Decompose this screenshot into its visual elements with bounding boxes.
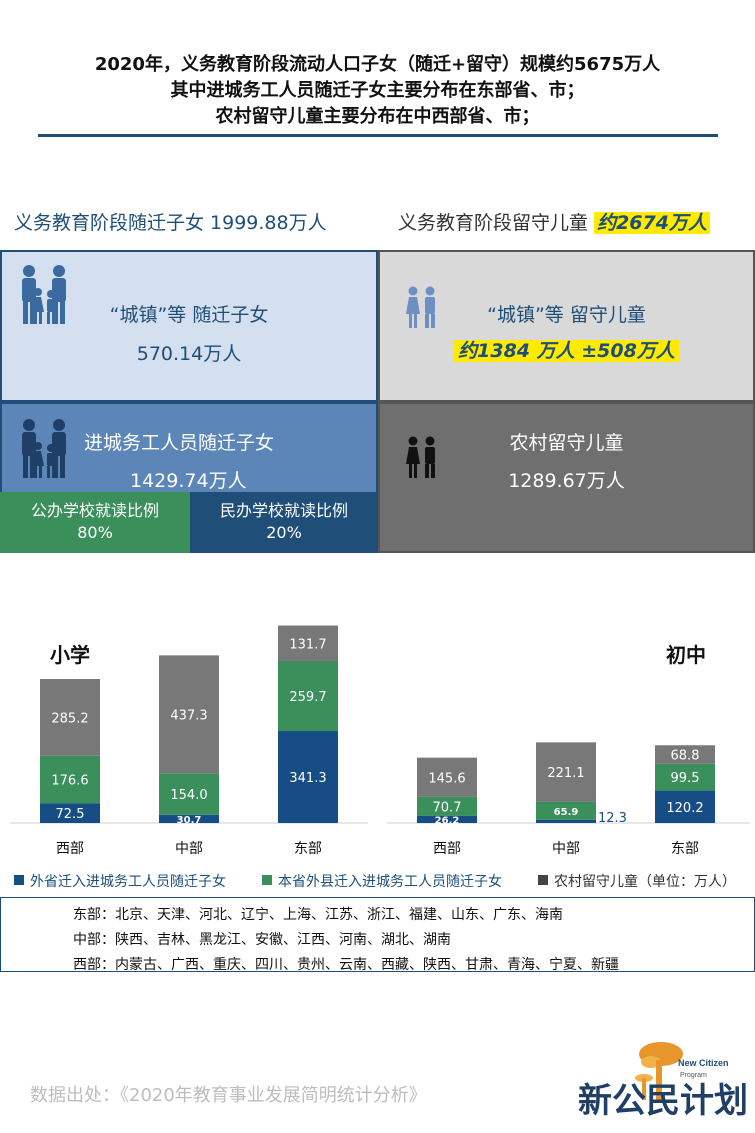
title-divider bbox=[38, 134, 718, 137]
bar-segment bbox=[159, 773, 219, 815]
children-icon bbox=[406, 286, 435, 328]
private-school-ratio: 民办学校就读比例 20% bbox=[190, 492, 378, 553]
region-west: 西部：内蒙古、广西、重庆、四川、贵州、云南、西藏、陕西、甘肃、青海、宁夏、新疆 bbox=[73, 957, 619, 973]
title-line-3: 农村留守儿童主要分布在中西部省、市； bbox=[215, 106, 540, 127]
bar-segment bbox=[655, 763, 715, 791]
bar-segment bbox=[417, 796, 477, 816]
worker-migrant-label: 进城务工人员随迁子女 bbox=[84, 432, 275, 454]
bar-segment bbox=[40, 755, 100, 804]
data-label: 437.3 bbox=[170, 708, 207, 723]
bar-segment bbox=[655, 790, 715, 823]
data-label: 259.7 bbox=[289, 690, 326, 705]
urban-leftbehind-box: “城镇”等 留守儿童 约1384 万人 ±508万人 bbox=[378, 250, 755, 402]
bar-segment bbox=[40, 803, 100, 823]
data-label: 131.7 bbox=[289, 637, 326, 652]
category-label: 西部 bbox=[433, 841, 461, 857]
urban-leftbehind-label: “城镇”等 留守儿童 bbox=[487, 304, 646, 326]
region-definitions: 东部：北京、天津、河北、辽宁、上海、江苏、浙江、福建、山东、广东、海南 中部：陕… bbox=[0, 897, 755, 973]
bar-segment bbox=[536, 742, 596, 802]
data-label: 65.9 bbox=[554, 807, 579, 818]
data-label: 99.5 bbox=[671, 771, 700, 786]
stacked-bar-charts: 小学 72.5 176.6 285.2 西部 30.7 154.0 437.3 中部 341.3 2… bbox=[10, 625, 750, 857]
urban-leftbehind-value-wrap: 约1384 万人 ±508万人 bbox=[380, 336, 753, 363]
migrant-heading: 义务教育阶段随迁子女 1999.88万人 bbox=[14, 212, 327, 234]
rural-leftbehind-value: 1289.67万人 bbox=[508, 470, 625, 492]
legend-left-behind: 农村留守儿童（单位：万人） bbox=[538, 871, 736, 891]
public-school-label: 公办学校就读比例 bbox=[30, 501, 159, 520]
data-label: 341.3 bbox=[289, 771, 326, 786]
title-line-2: 其中进城务工人员随迁子女主要分布在东部省、市； bbox=[170, 80, 585, 101]
bar-segment bbox=[159, 655, 219, 774]
urban-leftbehind-value: 约1384 万人 ±508万人 bbox=[454, 340, 679, 362]
legend-swatch-inside bbox=[262, 875, 272, 885]
bar-segment bbox=[278, 625, 338, 662]
legend-swatch-leftbehind bbox=[538, 875, 548, 885]
worker-migrant-value: 1429.74万人 bbox=[130, 470, 247, 492]
bar-segment bbox=[417, 757, 477, 797]
category-label: 西部 bbox=[56, 841, 84, 857]
region-central: 中部：陕西、吉林、黑龙江、安徽、江西、河南、湖北、湖南 bbox=[73, 932, 451, 948]
title-line-1: 2020年，义务教育阶段流动人口子女（随迁+留守）规模约5675万人 bbox=[94, 54, 661, 75]
leftbehind-heading: 义务教育阶段留守儿童 约2674万人 bbox=[398, 208, 710, 235]
children-icon bbox=[406, 436, 435, 478]
legend-label-outside: 外省迁入进城务工人员随迁子女 bbox=[30, 874, 226, 890]
bar-segment bbox=[40, 679, 100, 756]
leftbehind-heading-value: 约2674万人 bbox=[594, 212, 710, 234]
new-citizen-logo: New Citizen Program 新公民计划 bbox=[578, 1040, 748, 1124]
urban-migrant-box: “城镇”等 随迁子女 570.14万人 bbox=[0, 250, 378, 402]
logo-brand: 新公民计划 bbox=[578, 1081, 748, 1120]
data-label: 221.1 bbox=[547, 766, 584, 781]
data-label: 12.3 bbox=[598, 811, 627, 826]
data-label: 145.6 bbox=[428, 771, 465, 786]
rural-leftbehind-label: 农村留守儿童 bbox=[509, 432, 624, 454]
category-label: 东部 bbox=[671, 841, 699, 857]
rural-leftbehind-box: 农村留守儿童 1289.67万人 bbox=[378, 402, 755, 553]
bar-segment bbox=[159, 814, 219, 823]
region-east: 东部：北京、天津、河北、辽宁、上海、江苏、浙江、福建、山东、广东、海南 bbox=[73, 907, 563, 923]
family-icon bbox=[22, 265, 66, 324]
data-label: 154.0 bbox=[170, 788, 207, 803]
bar-segment bbox=[278, 661, 338, 732]
data-label: 70.7 bbox=[433, 800, 462, 815]
logo-sub-1: New Citizen bbox=[678, 1058, 729, 1068]
urban-migrant-label: “城镇”等 随迁子女 bbox=[109, 304, 269, 326]
data-label: 26.2 bbox=[435, 815, 460, 826]
data-label: 72.5 bbox=[56, 807, 85, 822]
family-icon bbox=[22, 419, 66, 478]
data-label: 68.8 bbox=[671, 749, 700, 764]
legend-label-leftbehind: 农村留守儿童（单位：万人） bbox=[554, 874, 736, 890]
data-label: 30.7 bbox=[177, 815, 202, 826]
data-source: 数据出处：《2020年教育事业发展简明统计分析》 bbox=[30, 1085, 427, 1106]
bar-segment bbox=[536, 819, 596, 823]
leftbehind-heading-label: 义务教育阶段留守儿童 bbox=[398, 212, 589, 234]
category-label: 中部 bbox=[175, 841, 203, 857]
bar-segment bbox=[536, 801, 596, 820]
data-label: 120.2 bbox=[666, 801, 703, 816]
bar-segment bbox=[417, 815, 477, 823]
private-school-value: 20% bbox=[266, 523, 302, 542]
legend-swatch-outside bbox=[14, 875, 24, 885]
data-label: 285.2 bbox=[51, 711, 88, 726]
category-label: 中部 bbox=[552, 841, 580, 857]
logo-sub-2: Program bbox=[680, 1072, 707, 1079]
data-label: 176.6 bbox=[51, 774, 88, 789]
legend-outside-province: 外省迁入进城务工人员随迁子女 bbox=[14, 871, 226, 891]
legend-label-inside: 本省外县迁入进城务工人员随迁子女 bbox=[278, 874, 502, 890]
urban-migrant-value: 570.14万人 bbox=[136, 343, 242, 365]
bar-segment bbox=[278, 731, 338, 823]
chart-title: 初中 bbox=[666, 643, 706, 667]
category-label: 东部 bbox=[294, 841, 322, 857]
legend-inside-province: 本省外县迁入进城务工人员随迁子女 bbox=[262, 871, 502, 891]
private-school-label: 民办学校就读比例 bbox=[219, 501, 348, 520]
chart-title: 小学 bbox=[50, 643, 90, 667]
bar-segment bbox=[655, 745, 715, 764]
public-school-value: 80% bbox=[77, 523, 113, 542]
mushroom-logo-icon: New Citizen Program 新公民计划 bbox=[578, 1042, 748, 1121]
public-school-ratio: 公办学校就读比例 80% bbox=[0, 492, 190, 553]
